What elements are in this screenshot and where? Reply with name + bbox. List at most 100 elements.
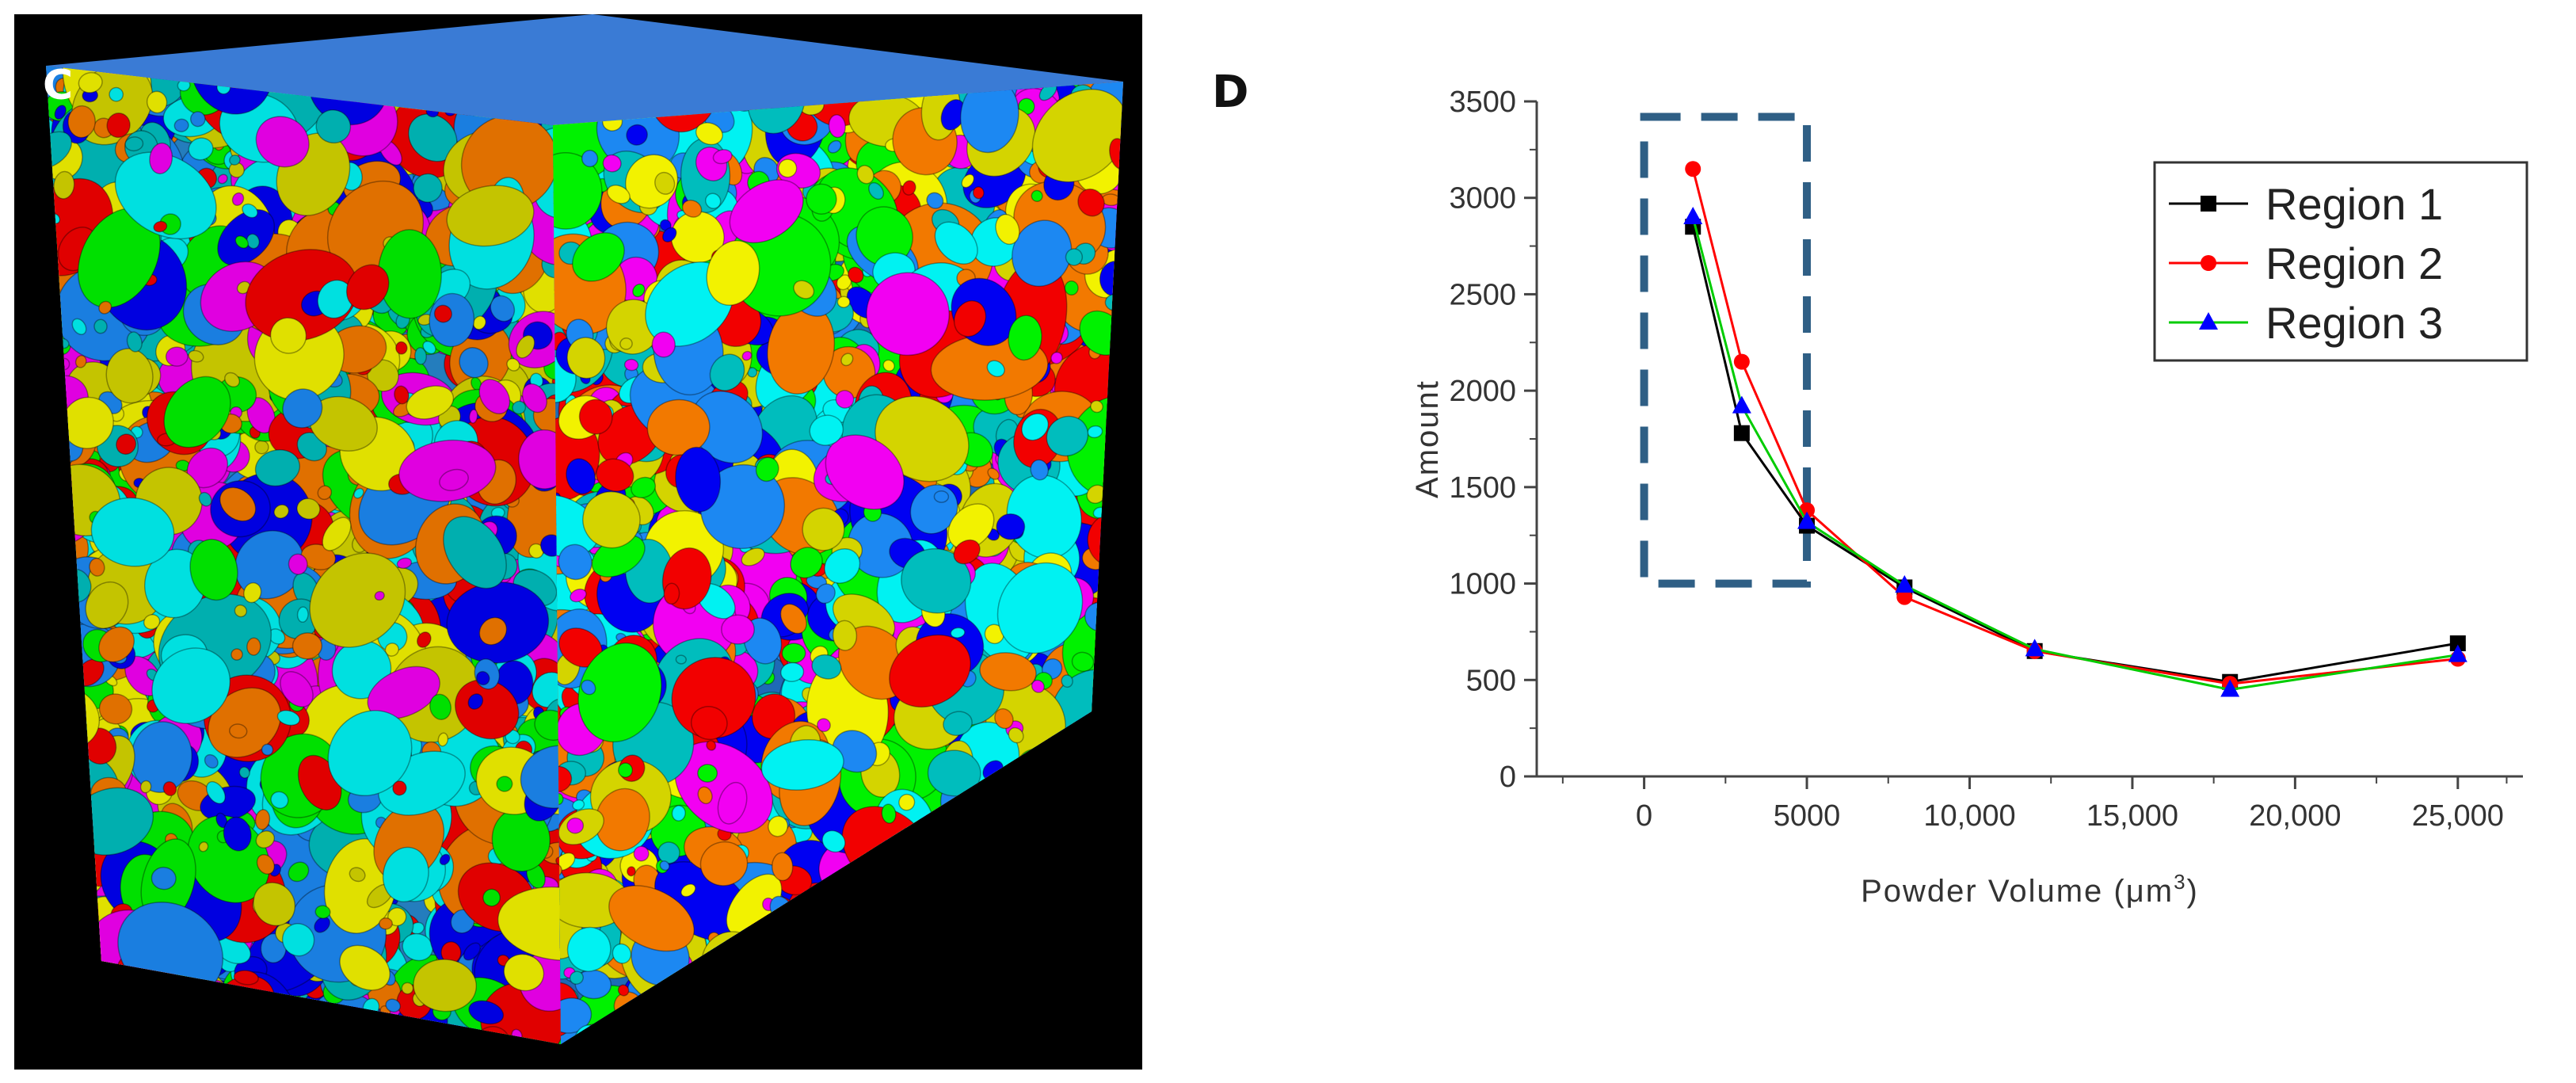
particle-grain	[46, 883, 86, 940]
particle-grain	[962, 14, 1028, 67]
particle-grain	[66, 982, 90, 1004]
particle-grain	[1035, 952, 1099, 1010]
particle-grain	[956, 963, 970, 976]
particle-grain	[1069, 926, 1123, 977]
particle-grain	[1044, 759, 1055, 773]
particle-grain	[864, 887, 877, 899]
particle-grain	[841, 903, 856, 920]
particle-grain	[905, 852, 917, 864]
particle-grain	[1109, 987, 1123, 1005]
particle-grain	[966, 810, 1054, 885]
particle-grain	[863, 14, 886, 37]
particle-grain	[46, 845, 105, 928]
particle-grain	[1024, 14, 1075, 40]
particle-grain	[818, 902, 852, 932]
particle-grain	[1050, 16, 1065, 31]
particle-grain	[151, 14, 196, 51]
particle-grain	[1059, 726, 1122, 787]
particle-grain	[1080, 980, 1109, 1008]
particle-grain	[318, 18, 337, 40]
particle-grain	[1015, 856, 1069, 911]
particle-grain	[70, 854, 86, 870]
particle-grain	[483, 14, 497, 22]
particle-grain	[935, 798, 1007, 881]
particle-grain	[1057, 875, 1092, 906]
particle-grain	[897, 909, 929, 940]
particle-grain	[154, 993, 166, 1009]
particle-grain	[829, 926, 842, 937]
particle-grain	[1082, 55, 1105, 78]
particle-grain	[696, 1001, 772, 1044]
particle-grain	[801, 914, 835, 955]
particle-grain	[1068, 735, 1123, 787]
particle-grain	[778, 932, 798, 952]
particle-grain	[231, 1017, 276, 1044]
particle-grain	[928, 797, 998, 884]
particle-grain	[1105, 807, 1123, 838]
particle-grain	[127, 14, 147, 30]
particle-grain	[737, 1016, 749, 1028]
particle-grain	[858, 1021, 878, 1039]
particle-grain	[1008, 980, 1020, 997]
particle-grain	[901, 14, 930, 41]
particle-grain	[1032, 870, 1044, 883]
particle-grain	[659, 995, 682, 1017]
particle-grain	[816, 14, 836, 25]
particle-grain	[798, 1011, 814, 1026]
particle-grain	[958, 16, 1004, 59]
particle-grain	[1092, 913, 1107, 928]
particle-grain	[119, 21, 130, 31]
particle-grain	[892, 24, 913, 44]
particle-grain	[983, 900, 1029, 944]
particle-grain	[32, 14, 74, 41]
particle-grain	[802, 940, 820, 961]
particle-grain	[863, 1007, 900, 1040]
particle-grain	[810, 970, 882, 1035]
particle-grain	[730, 967, 745, 980]
particle-grain	[1089, 14, 1133, 59]
particle-grain	[875, 1005, 890, 1028]
particle-grain	[46, 461, 73, 490]
particle-grain	[51, 920, 63, 932]
particle-grain	[272, 20, 292, 38]
particle-grain	[661, 995, 681, 1017]
particle-grain	[215, 17, 237, 40]
particle-grain	[1080, 1000, 1123, 1044]
particle-grain	[844, 951, 953, 1044]
particle-grain	[187, 19, 201, 32]
particle-grain	[779, 922, 870, 1012]
particle-grain	[46, 906, 93, 984]
particle-grain	[806, 936, 863, 1012]
particle-grain	[55, 904, 88, 930]
particle-grain	[992, 864, 1018, 890]
particle-grain	[1033, 14, 1043, 21]
particle-grain	[924, 1024, 949, 1044]
particle-grain	[474, 14, 488, 24]
particle-grain	[78, 933, 97, 955]
particle-grain	[702, 975, 742, 1012]
particle-grain	[1072, 978, 1103, 1012]
particle-grain	[1101, 42, 1115, 55]
particle-grain	[220, 17, 237, 33]
particle-grain	[1045, 883, 1079, 928]
particle-grain	[712, 1013, 731, 1032]
particle-grain	[756, 14, 801, 32]
particle-grain	[307, 21, 318, 32]
particle-grain	[88, 30, 115, 57]
particle-grain	[1094, 31, 1142, 84]
particle-grain	[46, 681, 74, 716]
particle-grain	[154, 987, 169, 1003]
particle-grain	[384, 14, 398, 29]
particle-grain	[1001, 858, 1085, 943]
particle-grain	[769, 982, 790, 1004]
particle-grain	[861, 967, 877, 983]
particle-grain	[162, 17, 180, 34]
particle-grain	[54, 563, 74, 583]
particle-grain	[46, 935, 86, 976]
particle-grain	[150, 17, 188, 55]
particle-grain	[899, 929, 914, 943]
particle-grain	[46, 410, 56, 428]
particle-grain	[871, 909, 946, 990]
particle-grain	[823, 957, 877, 1006]
particle-grain	[476, 14, 490, 20]
